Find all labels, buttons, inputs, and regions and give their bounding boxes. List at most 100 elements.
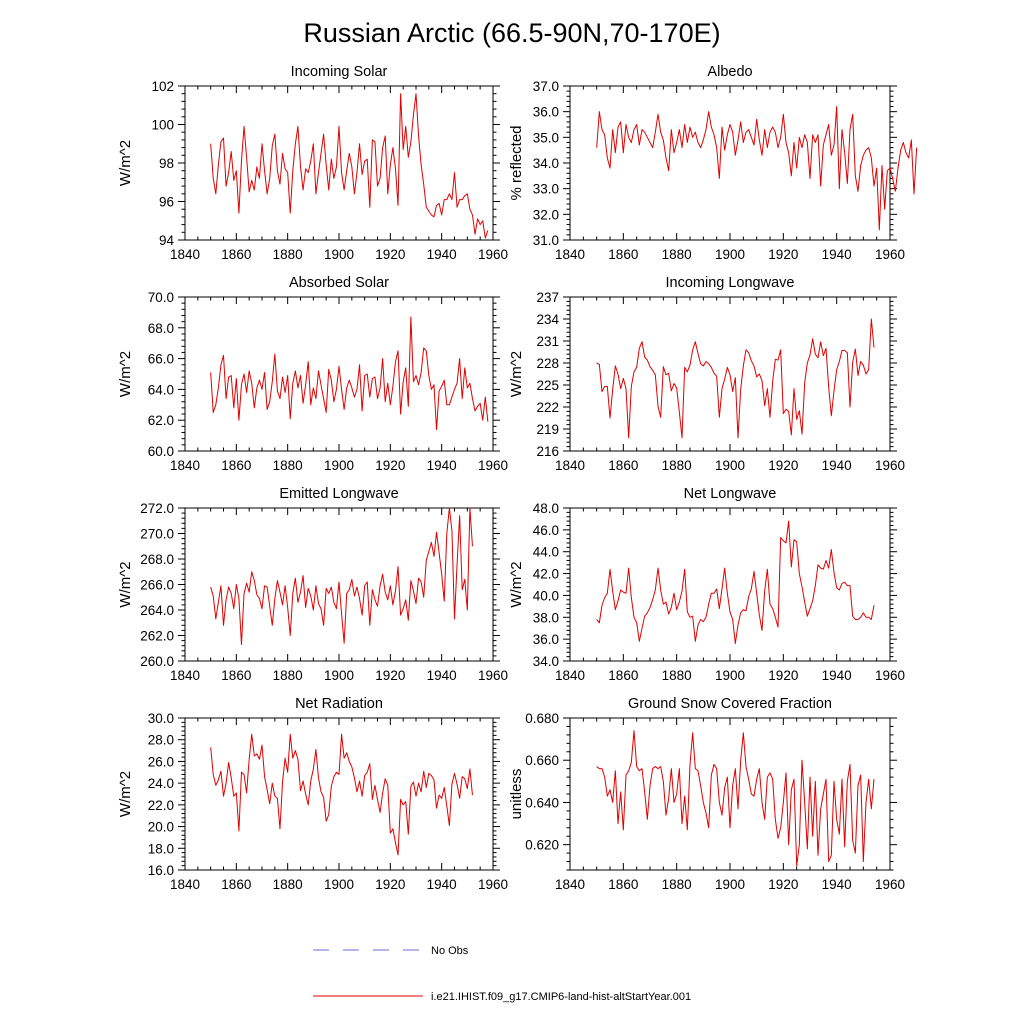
panel-title: Ground Snow Covered Fraction [628,696,832,712]
panel-title: Incoming Solar [291,64,388,80]
x-tick-label: 1900 [715,247,745,262]
y-tick-label: 37.0 [533,79,559,94]
y-tick-label: 231 [536,334,559,349]
legend-label-no-obs: No Obs [431,945,469,957]
x-tick-label: 1920 [375,877,405,892]
y-tick-label: 26.0 [148,754,174,769]
x-tick-label: 1880 [662,877,692,892]
y-tick-label: 66.0 [148,352,174,367]
y-tick-label: 68.0 [148,321,174,336]
panel-title: Incoming Longwave [666,275,795,291]
x-tick-label: 1900 [324,247,354,262]
x-tick-label: 1860 [608,668,638,683]
x-tick-label: 1960 [875,247,905,262]
y-tick-label: 0.640 [525,795,559,810]
panel-net-radiation: 1840 1860 1880 1900 1920 1940 1960 16.0 18.0 20.0… [117,696,508,892]
plot-frame [184,296,494,452]
x-tick-label: 1960 [875,668,905,683]
y-tick-label: 18.0 [148,841,174,856]
y-tick-label: 60.0 [148,444,174,459]
x-tick-label: 1920 [768,668,798,683]
y-tick-label: 30.0 [148,711,174,726]
panel-title: Net Longwave [684,486,777,502]
y-tick-label: 237 [536,290,559,305]
x-tick-label: 1840 [555,247,585,262]
y-tick-label: 24.0 [148,776,174,791]
x-tick-label: 1860 [608,458,638,473]
y-tick-label: 268.0 [140,552,174,567]
y-tick-label: 98 [159,156,174,171]
series-line [596,730,875,867]
x-tick-label: 1920 [768,247,798,262]
plot-frame [569,85,891,241]
y-tick-label: 48.0 [533,501,559,516]
panel-albedo: 1840 1860 1880 1900 1920 1940 1960 31.0 32.0 33.0… [508,64,918,262]
y-tick-label: 216 [536,444,559,459]
x-tick-label: 1880 [662,668,692,683]
x-tick-label: 1860 [221,668,251,683]
y-tick-label: 16.0 [148,863,174,878]
x-tick-label: 1940 [427,668,457,683]
panel-title: Emitted Longwave [279,486,398,502]
panel-ground-snow-covered-fraction: 1840 1860 1880 1900 1920 1940 1960 0.620 0.640 0.… [508,696,905,892]
x-tick-label: 1940 [822,668,852,683]
figure-title: Russian Arctic (66.5-90N,70-170E) [303,18,720,48]
y-tick-label: 0.620 [525,838,559,853]
x-tick-label: 1960 [478,877,508,892]
y-axis-label: W/m^2 [117,351,134,397]
y-tick-label: 70.0 [148,290,174,305]
x-tick-label: 1840 [170,877,200,892]
y-tick-label: 264.0 [140,603,174,618]
series-line [596,520,875,645]
legend-label-model: i.e21.IHIST.f09_g17.CMIP6-land-hist-altS… [431,991,691,1003]
y-axis-label: % reflected [508,125,525,200]
panels: 1840 1860 1880 1900 1920 1940 1960 94 96 98 100 102… [117,64,918,892]
panel-net-longwave: 1840 1860 1880 1900 1920 1940 1960 34.0 36.0 38.0… [508,486,905,683]
x-tick-label: 1940 [822,458,852,473]
x-tick-label: 1880 [662,458,692,473]
x-tick-label: 1880 [662,247,692,262]
y-axis-label: W/m^2 [117,771,134,817]
series-line [210,733,473,856]
y-tick-label: 62.0 [148,413,174,428]
y-tick-label: 34.0 [533,156,559,171]
x-tick-label: 1960 [875,877,905,892]
x-tick-label: 1840 [555,458,585,473]
y-tick-label: 20.0 [148,820,174,835]
y-tick-label: 44.0 [533,545,559,560]
series-line [596,106,918,231]
x-tick-label: 1900 [324,877,354,892]
series-line [210,507,473,645]
x-tick-label: 1860 [221,877,251,892]
x-tick-label: 1960 [478,247,508,262]
x-tick-label: 1920 [375,458,405,473]
y-tick-label: 228 [536,356,559,371]
plot-frame [184,717,494,871]
x-tick-label: 1940 [822,247,852,262]
y-tick-label: 266.0 [140,578,174,593]
x-tick-label: 1840 [170,247,200,262]
y-tick-label: 22.0 [148,798,174,813]
x-tick-label: 1860 [221,247,251,262]
x-tick-label: 1900 [324,458,354,473]
y-axis-label: unitless [508,769,525,820]
x-tick-label: 1860 [221,458,251,473]
x-tick-label: 1920 [768,877,798,892]
x-tick-label: 1940 [427,877,457,892]
x-tick-label: 1840 [555,668,585,683]
y-tick-label: 94 [159,233,175,248]
y-tick-label: 33.0 [533,182,559,197]
x-tick-label: 1900 [715,668,745,683]
plot-frame [569,717,891,871]
x-tick-label: 1860 [608,247,638,262]
panel-title: Albedo [707,64,752,80]
x-tick-label: 1880 [273,247,303,262]
y-tick-label: 36.0 [533,632,559,647]
x-tick-label: 1840 [555,877,585,892]
y-tick-label: 64.0 [148,382,174,397]
y-tick-label: 46.0 [533,523,559,538]
panel-incoming-longwave: 1840 1860 1880 1900 1920 1940 1960 216 219 222 225… [508,275,905,473]
y-tick-label: 31.0 [533,233,559,248]
y-tick-label: 272.0 [140,501,174,516]
